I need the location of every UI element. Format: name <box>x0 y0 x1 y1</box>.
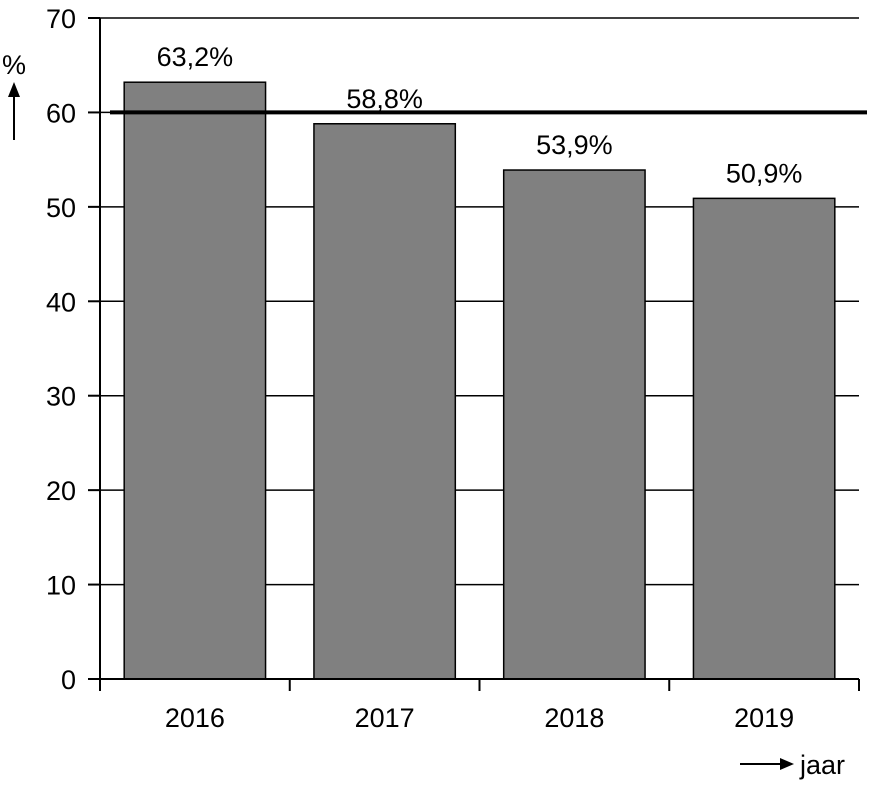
x-tick-label: 2016 <box>165 703 225 733</box>
x-axis-arrow-icon <box>740 758 794 770</box>
y-tick-label: 70 <box>46 4 76 34</box>
y-tick-label: 20 <box>46 476 76 506</box>
y-axis-label: % <box>2 50 26 80</box>
y-tick-label: 10 <box>46 571 76 601</box>
x-axis-label: jaar <box>799 750 845 780</box>
x-tick-label: 2017 <box>355 703 415 733</box>
data-label-2016: 63,2% <box>157 42 234 72</box>
y-tick-label: 0 <box>61 665 76 695</box>
y-tick-label: 50 <box>46 193 76 223</box>
labels: 0 10 20 30 40 50 60 70 63,2% 2016 58,8% 2017 53,9% 20… <box>46 4 867 733</box>
data-label-2019: 50,9% <box>726 158 803 188</box>
x-tick-label: 2019 <box>734 703 794 733</box>
y-tick-label: 40 <box>46 287 76 317</box>
bar-2018 <box>502 169 646 680</box>
data-label-2017: 58,8% <box>346 84 423 114</box>
axes <box>88 17 860 691</box>
bar-2019 <box>692 197 836 680</box>
y-tick-label: 60 <box>46 98 76 128</box>
bar-2016 <box>123 81 267 680</box>
bar-2017 <box>313 123 457 680</box>
bars <box>123 81 836 680</box>
data-label-2018: 53,9% <box>536 130 613 160</box>
y-tick-label: 30 <box>46 382 76 412</box>
x-tick-label: 2018 <box>544 703 604 733</box>
y-axis-arrow-icon <box>8 82 20 140</box>
